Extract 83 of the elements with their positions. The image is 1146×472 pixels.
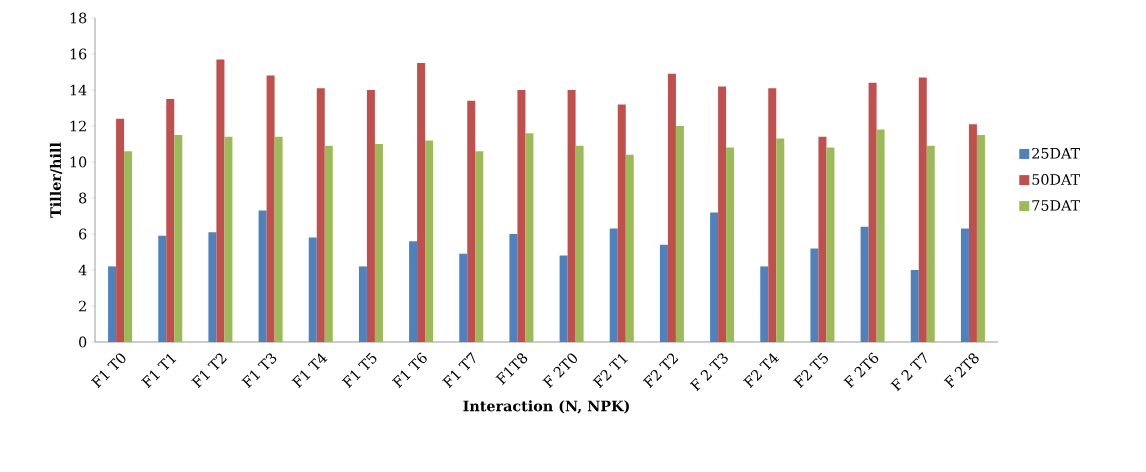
bar xyxy=(868,82,877,342)
bar xyxy=(316,88,325,342)
x-tick-label: F1 T5 xyxy=(341,352,377,389)
bar xyxy=(575,145,584,342)
bar xyxy=(760,266,769,342)
x-tick-label: F1 T4 xyxy=(291,353,328,389)
x-tick-label: F 2 T3 xyxy=(689,353,728,392)
bar xyxy=(467,100,476,342)
bar xyxy=(968,124,977,342)
bar xyxy=(258,210,267,342)
y-tick-label: 6 xyxy=(79,228,87,240)
bar xyxy=(224,136,233,342)
bar xyxy=(659,244,668,342)
bar xyxy=(124,151,133,342)
x-tick-label: F2 T2 xyxy=(642,353,679,389)
y-tick-label: 14 xyxy=(70,84,87,96)
x-tick-label: F1 T1 xyxy=(141,353,177,389)
bar xyxy=(726,147,735,342)
legend-label: 25DAT xyxy=(1032,147,1081,159)
bar xyxy=(158,235,167,342)
bar xyxy=(667,73,676,342)
x-tick-label: F1 T3 xyxy=(241,353,277,389)
bar xyxy=(409,241,418,342)
x-tick-label: F2 T5 xyxy=(793,352,828,389)
bar xyxy=(675,126,684,342)
bar xyxy=(266,75,275,342)
bar xyxy=(116,118,125,342)
legend-label: 75DAT xyxy=(1032,200,1081,211)
bar xyxy=(425,140,434,342)
x-axis-title: Interaction (N, NPK) xyxy=(463,400,629,414)
bar xyxy=(108,266,117,342)
bar xyxy=(366,90,375,342)
bar xyxy=(525,133,534,342)
bar xyxy=(517,90,526,342)
bar xyxy=(174,135,183,342)
bar xyxy=(976,135,985,342)
bar xyxy=(609,228,618,342)
bar xyxy=(625,154,634,342)
bar xyxy=(810,248,819,342)
x-tick-label: F1 T7 xyxy=(442,352,476,389)
x-tick-label: F1 T0 xyxy=(90,353,126,389)
bar xyxy=(475,151,484,342)
bar xyxy=(876,129,885,342)
y-tick-label: 18 xyxy=(70,12,87,24)
bar xyxy=(960,228,969,342)
x-tick-label: F 2 T7 xyxy=(890,352,927,392)
x-tick-label: F2 T1 xyxy=(592,353,628,389)
bar xyxy=(166,99,175,342)
x-tick-label: F1 T2 xyxy=(191,353,227,389)
bar xyxy=(417,63,426,342)
bar xyxy=(860,226,869,342)
y-tick-label: 4 xyxy=(78,264,87,276)
bar xyxy=(710,212,719,342)
bar xyxy=(559,255,568,342)
bar xyxy=(509,234,518,342)
y-axis-title: Tiller/hill xyxy=(49,142,63,218)
y-tick-label: 8 xyxy=(79,192,87,204)
bar xyxy=(768,88,777,342)
y-tick-label: 2 xyxy=(79,300,86,312)
y-tick-label: 10 xyxy=(70,156,87,168)
bar xyxy=(567,90,576,342)
y-tick-label: 12 xyxy=(70,120,86,132)
x-tick-label: F1 T6 xyxy=(391,352,427,389)
y-tick-label: 0 xyxy=(79,336,87,348)
legend-label: 50DAT xyxy=(1032,174,1081,185)
bar xyxy=(776,138,785,342)
bar xyxy=(374,144,383,342)
bar xyxy=(826,147,835,342)
bar xyxy=(324,145,333,342)
bar xyxy=(274,136,283,342)
bar xyxy=(926,145,935,342)
bar xyxy=(216,59,225,342)
y-tick-label: 16 xyxy=(70,48,87,60)
bar xyxy=(718,86,727,342)
bar xyxy=(617,104,626,342)
bar xyxy=(308,237,317,342)
bar xyxy=(358,266,367,342)
x-tick-label: F2 T4 xyxy=(743,353,780,389)
bar xyxy=(208,232,217,342)
bar xyxy=(818,136,827,342)
bar xyxy=(910,270,919,342)
bar xyxy=(918,77,927,342)
bar xyxy=(459,253,468,342)
